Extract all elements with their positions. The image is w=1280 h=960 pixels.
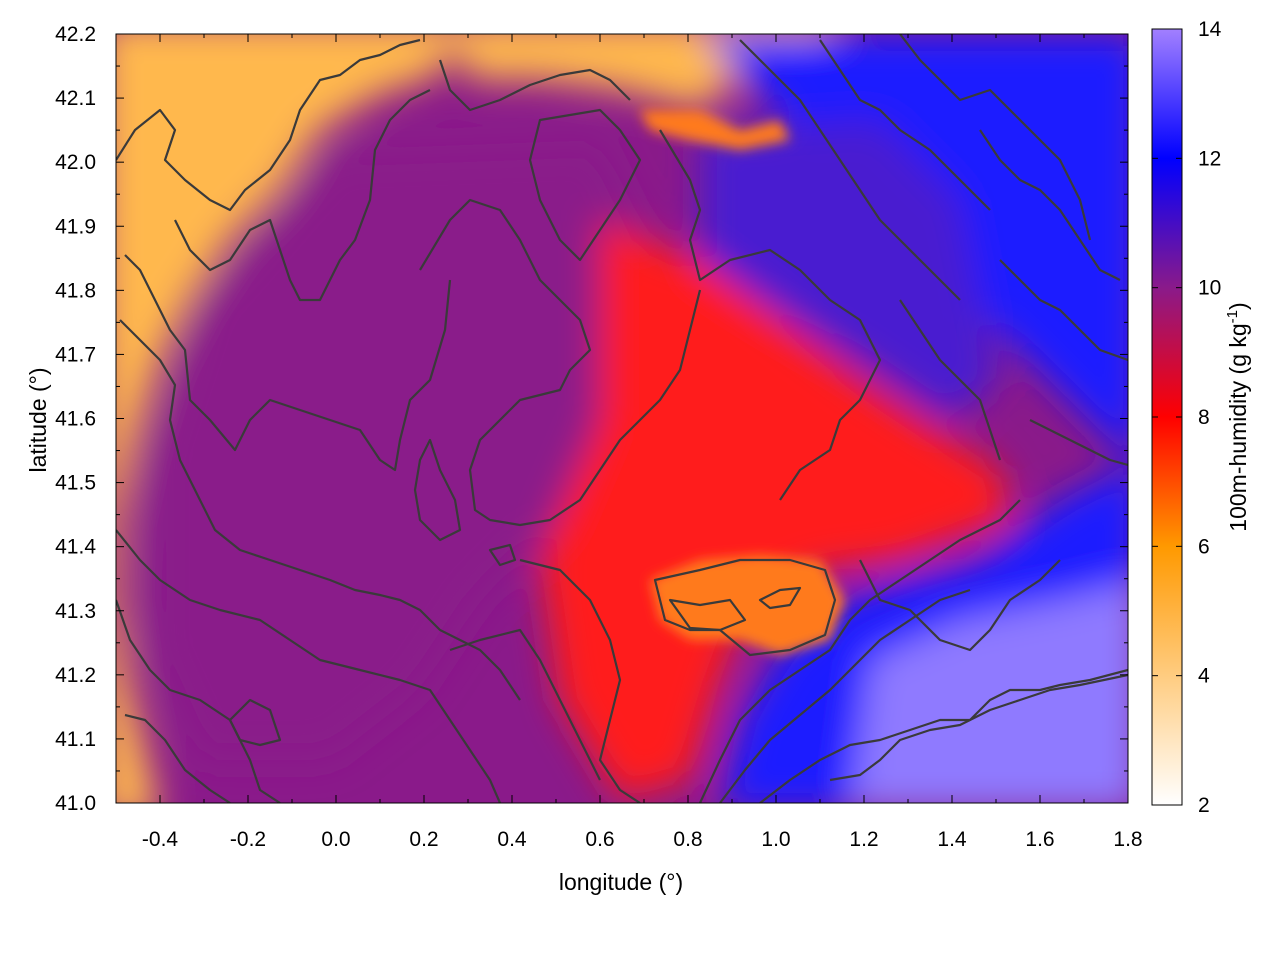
region-dry-northwest-interior [116, 34, 455, 803]
contour-line [739, 39, 961, 301]
contour-line [899, 299, 1002, 461]
colorbar-label-close: ) [1225, 302, 1251, 310]
colorbar-tick-label: 14 [1198, 18, 1222, 41]
x-tick-label: 1.2 [849, 828, 878, 851]
y-tick-label: 41.9 [55, 215, 96, 238]
contour-line [758, 586, 802, 610]
contour-line [124, 713, 231, 803]
x-tick-label: 1.6 [1025, 828, 1054, 851]
y-tick-label: 41.2 [55, 664, 96, 687]
x-axis-label: longitude (°) [559, 869, 683, 895]
colorbar: 2 4 6 8 10 12 14 100m-humidity (g kg-1) [1151, 18, 1251, 817]
y-tick-label: 42.1 [55, 87, 96, 110]
contour-line [668, 598, 747, 632]
contour-line [528, 108, 642, 262]
x-tick-label: 0.4 [497, 828, 527, 851]
x-tick-label: -0.2 [230, 828, 266, 851]
x-tick-label: 0.0 [321, 828, 350, 851]
contour-line [819, 39, 991, 211]
contour-line [759, 668, 1128, 803]
contour-line [519, 558, 641, 803]
x-tick-label: 1.0 [761, 828, 790, 851]
y-tick-label: 41.6 [55, 408, 96, 431]
contour-line [999, 259, 1128, 362]
y-tick-label: 41.4 [55, 536, 96, 559]
contour-line [228, 698, 282, 747]
contour-line [116, 529, 502, 803]
region-coastal-transition [540, 220, 1010, 800]
contour-line [174, 89, 431, 302]
contour-line [116, 38, 421, 212]
x-tick-label: -0.4 [142, 828, 179, 851]
contour-line [119, 319, 521, 701]
humidity-field [116, 34, 1128, 803]
y-tick-label: 41.0 [55, 792, 96, 815]
y-tick-label: 41.1 [55, 728, 96, 751]
contour-line [829, 673, 1128, 782]
colorbar-ticks: 2 4 6 8 10 12 14 [1152, 18, 1222, 817]
x-axis: -0.4 -0.2 0.0 0.2 0.4 0.6 0.8 1.0 1.2 1.4 1.6 1.8 [115, 34, 1143, 851]
contour-line [419, 198, 702, 527]
contour-line [899, 34, 1092, 241]
colorbar-tick-label: 12 [1198, 147, 1221, 170]
y-tick-label: 41.5 [55, 472, 96, 495]
y-tick-label: 41.8 [55, 279, 96, 302]
colorbar-label: 100m-humidity (g kg-1) [1224, 302, 1251, 531]
contour-line [488, 543, 517, 567]
contour-line [699, 499, 1021, 803]
contour-line [979, 129, 1121, 281]
contour-line [116, 599, 281, 803]
contour-line [413, 438, 462, 542]
colorbar-tick-label: 10 [1198, 277, 1221, 300]
y-tick-label: 41.7 [55, 343, 96, 366]
contour-line [449, 628, 601, 781]
region-central-basin [150, 140, 660, 760]
y-tick-label: 42.0 [55, 151, 96, 174]
contour-line [124, 254, 452, 472]
colorbar-tick-label: 6 [1198, 535, 1210, 558]
contour-line [659, 129, 882, 501]
x-tick-label: 1.8 [1113, 828, 1142, 851]
terrain-contours [116, 34, 1128, 803]
colorbar-tick-label: 4 [1198, 665, 1210, 688]
colorbar-tick-label: 8 [1198, 406, 1210, 429]
contour-line [653, 558, 837, 657]
contour-line [1029, 419, 1128, 467]
region-purple-northeast [700, 120, 1000, 420]
y-tick-label: 42.2 [55, 23, 96, 46]
x-tick-label: 0.8 [673, 828, 702, 851]
x-tick-label: 0.6 [585, 828, 614, 851]
x-tick-label: 1.4 [937, 828, 967, 851]
region-north-orange-patch [640, 110, 790, 150]
y-tick-label: 41.3 [55, 600, 96, 623]
colorbar-label-main: 100m-humidity (g kg [1225, 323, 1251, 531]
y-axis: 41.0 41.1 41.2 41.3 41.4 41.5 41.6 41.7 41.8 41.9… [55, 23, 1128, 815]
colorbar-label-exponent: -1 [1224, 310, 1241, 323]
contour-line [719, 588, 971, 803]
colorbar-tick-label: 2 [1198, 794, 1210, 817]
contour-line [438, 59, 631, 112]
y-axis-label: latitude (°) [25, 367, 51, 472]
contour-line [859, 559, 1061, 652]
x-tick-label: 0.2 [409, 828, 438, 851]
region-southeast-sea [850, 583, 1128, 803]
